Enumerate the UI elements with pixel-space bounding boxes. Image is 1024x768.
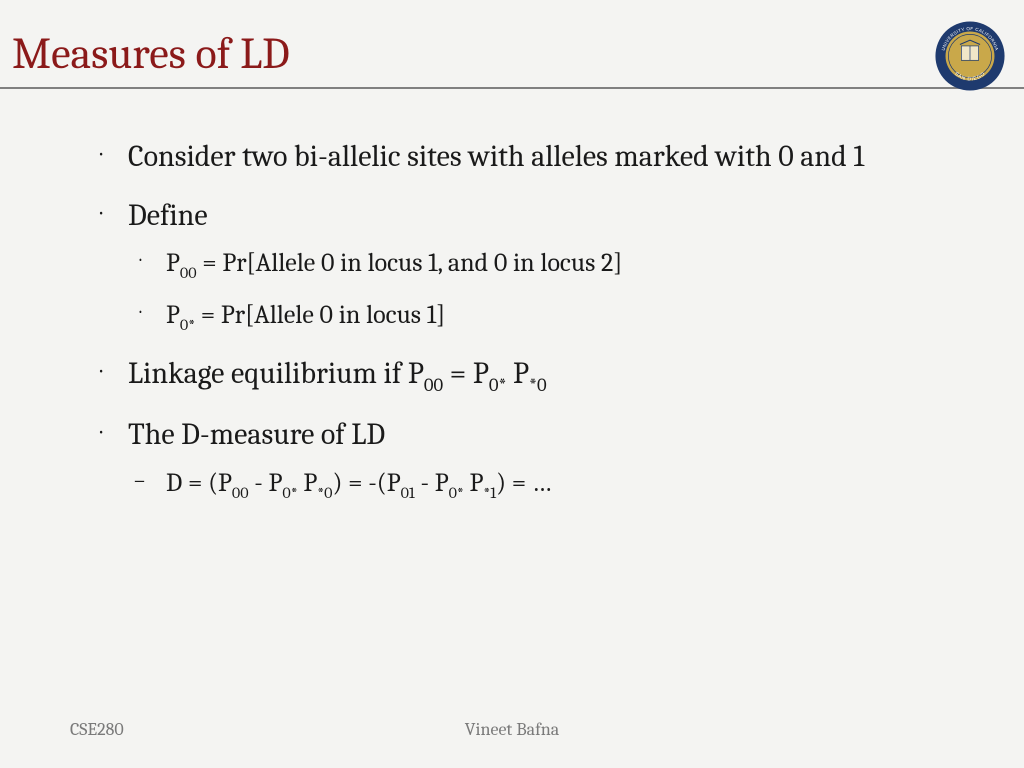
slide-body: Consider two bi-allelic sites with allel… xyxy=(0,89,1024,503)
sub-bullet-list: D = (P00 - P0* P*0) = -(P01 - P0* P*1) =… xyxy=(128,466,934,504)
bullet-item: Consider two bi-allelic sites with allel… xyxy=(90,137,934,178)
math-text: P xyxy=(166,300,180,330)
subscript: 01 xyxy=(401,484,415,503)
subscript: 0* xyxy=(489,374,507,396)
bullet-text: The D-measure of LD xyxy=(128,417,385,452)
subscript: 0* xyxy=(449,484,464,503)
bullet-item: Define P00 = Pr[Allele 0 in locus 1, and… xyxy=(90,196,934,336)
math-text: - P xyxy=(249,468,283,498)
bullet-item: Linkage equilibrium if P00 = P0* P*0 xyxy=(90,354,934,397)
math-text: - P xyxy=(415,468,449,498)
subscript: 0* xyxy=(282,484,297,503)
math-text: P xyxy=(166,248,180,278)
slide-header: Measures of LD UNIVERSITY OF CALIFORNIA … xyxy=(0,0,1024,89)
math-text: P xyxy=(464,468,484,498)
math-text: P xyxy=(506,356,529,391)
subscript: 0* xyxy=(180,316,195,335)
footer-course: CSE280 xyxy=(70,719,124,740)
sub-bullet-item: D = (P00 - P0* P*0) = -(P01 - P0* P*1) =… xyxy=(128,466,934,504)
slide-title: Measures of LD xyxy=(12,28,1024,79)
sub-bullet-item: P0* = Pr[Allele 0 in locus 1] xyxy=(128,298,934,336)
math-text: = Pr[Allele 0 in locus 1, and 0 in locus… xyxy=(197,248,623,278)
subscript: 00 xyxy=(232,484,249,503)
bullet-list: Consider two bi-allelic sites with allel… xyxy=(90,137,934,503)
sub-bullet-list: P00 = Pr[Allele 0 in locus 1, and 0 in l… xyxy=(128,246,934,336)
bullet-item: The D-measure of LD D = (P00 - P0* P*0) … xyxy=(90,415,934,503)
subscript: *0 xyxy=(317,484,332,503)
math-text: ) = -(P xyxy=(332,468,400,498)
subscript: 00 xyxy=(180,264,197,283)
math-text: P xyxy=(298,468,318,498)
math-text: Linkage equilibrium if P xyxy=(128,356,424,391)
subscript: *0 xyxy=(529,374,547,396)
subscript: *1 xyxy=(483,484,496,503)
subscript: 00 xyxy=(424,374,443,396)
bullet-text: Consider two bi-allelic sites with allel… xyxy=(128,139,864,174)
math-text: = P xyxy=(443,356,489,391)
math-text: D = (P xyxy=(166,468,232,498)
sub-bullet-item: P00 = Pr[Allele 0 in locus 1, and 0 in l… xyxy=(128,246,934,284)
math-text: ) = … xyxy=(496,468,551,498)
footer-author: Vineet Bafna xyxy=(70,719,954,740)
slide-footer: CSE280 Vineet Bafna xyxy=(0,719,1024,740)
math-text: = Pr[Allele 0 in locus 1] xyxy=(195,300,445,330)
bullet-text: Define xyxy=(128,198,208,233)
university-seal-icon: UNIVERSITY OF CALIFORNIA SAN DIEGO xyxy=(934,20,1006,92)
